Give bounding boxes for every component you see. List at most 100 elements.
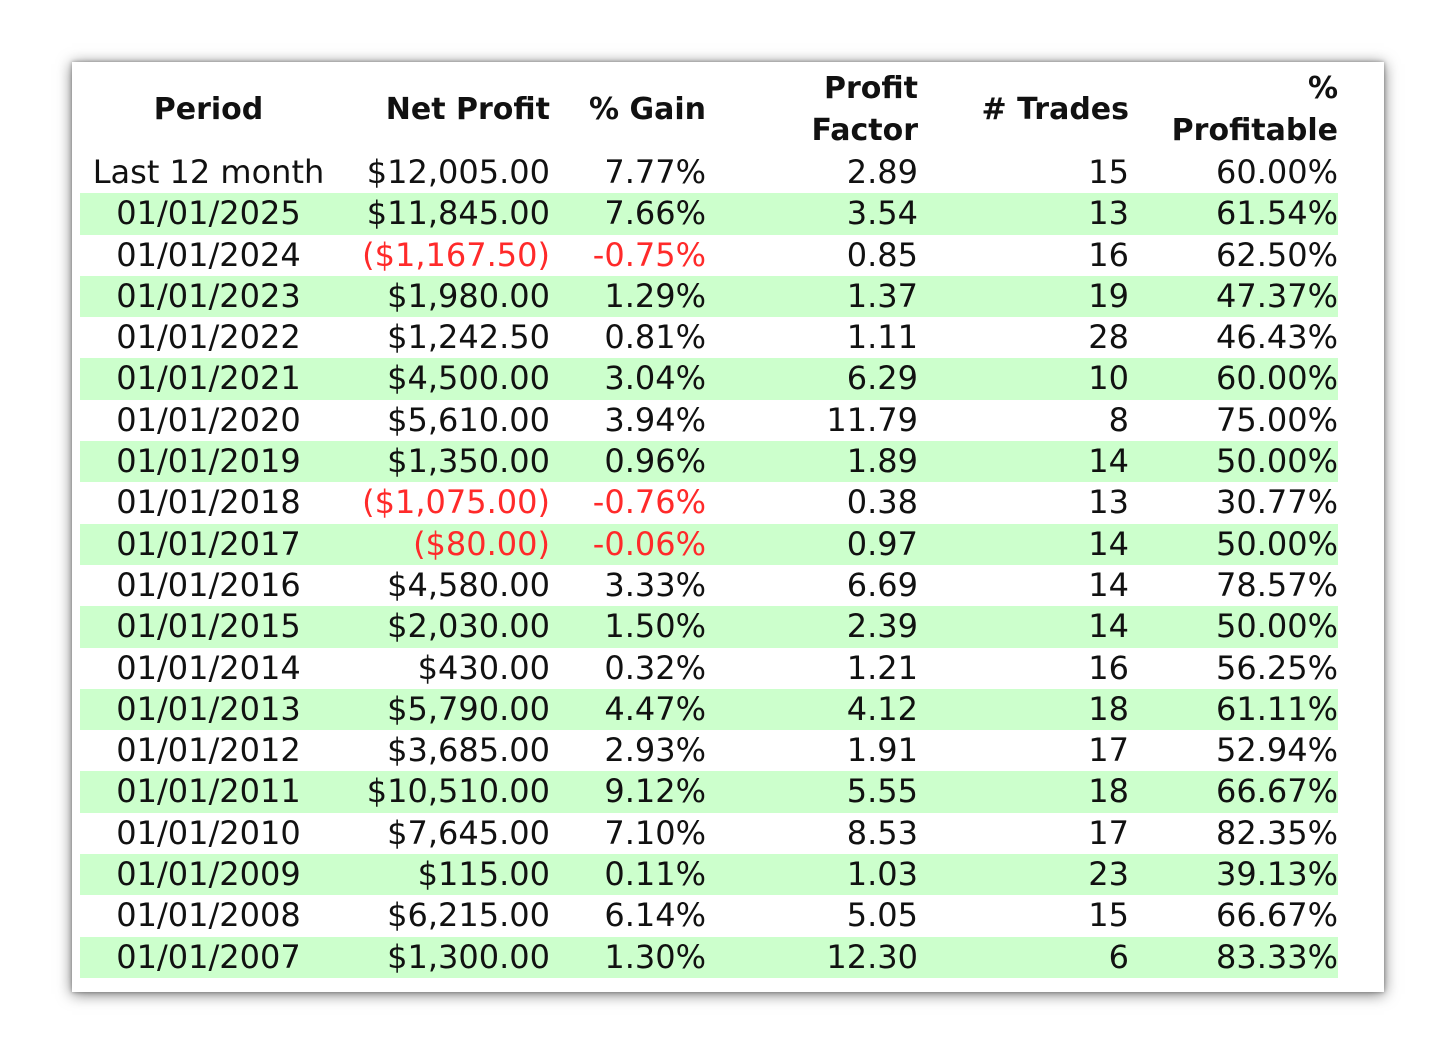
cell-gain: 6.14% xyxy=(604,896,706,935)
cell-profit-factor: 5.55 xyxy=(706,771,918,813)
cell-period: 01/01/2014 xyxy=(116,648,301,687)
cell-profit-factor: 4.12 xyxy=(706,688,918,731)
cell-net-profit: $2,030.00 xyxy=(337,606,550,648)
cell-profitable: 82.35% xyxy=(1215,813,1338,852)
cell-gain: -0.75% xyxy=(592,235,706,274)
cell-trades: 14 xyxy=(918,606,1129,648)
cell-net-profit: $3,685.00 xyxy=(387,731,550,770)
cell-profit-factor: 5.05 xyxy=(846,896,918,935)
header-gain: % Gain xyxy=(550,68,706,152)
cell-net-profit: $12,005.00 xyxy=(366,153,550,191)
cell-gain: 7.77% xyxy=(604,153,706,191)
cell-net-profit: $7,645.00 xyxy=(387,813,550,852)
cell-gain: -0.76% xyxy=(592,483,706,522)
cell-trades: 18 xyxy=(918,771,1129,813)
cell-profit-factor: 8.53 xyxy=(846,813,918,852)
table-row: Last 12 month $12,005.00 7.77% 2.89 15 60.00% xyxy=(80,152,1338,193)
cell-net-profit: $1,980.00 xyxy=(337,275,550,318)
cell-net-profit: ($80.00) xyxy=(337,523,550,565)
header-period: Period xyxy=(80,68,337,152)
cell-profit-factor: 0.85 xyxy=(846,235,918,274)
cell-profitable: 47.37% xyxy=(1129,275,1338,318)
cell-period: 01/01/2021 xyxy=(80,358,337,400)
header-period-line-1: Period xyxy=(153,92,264,127)
cell-period: 01/01/2017 xyxy=(80,523,337,565)
cell-net-profit: $4,500.00 xyxy=(337,358,550,400)
cell-trades: 13 xyxy=(1088,483,1129,522)
cell-profit-factor: 1.11 xyxy=(846,318,918,357)
header-profitable-line-2: Profitable xyxy=(1171,113,1338,148)
cell-gain: 7.10% xyxy=(604,813,706,852)
table-row: 01/01/2017 ($80.00) -0.06% 0.97 14 50.00% xyxy=(80,523,1338,565)
header-profit-factor-line-2: Factor xyxy=(811,113,918,148)
cell-period: 01/01/2008 xyxy=(116,896,301,935)
cell-gain: 4.47% xyxy=(550,688,706,731)
cell-profitable: 62.50% xyxy=(1215,235,1338,274)
table-body: Last 12 month $12,005.00 7.77% 2.89 15 60.00%… xyxy=(80,152,1338,978)
cell-profitable: 66.67% xyxy=(1215,896,1338,935)
cell-period: Last 12 month xyxy=(92,153,325,191)
cell-net-profit: $6,215.00 xyxy=(387,896,550,935)
performance-table: Period Net Profit % Gain Profit Factor # … xyxy=(80,68,1338,978)
cell-profitable: 52.94% xyxy=(1215,731,1338,770)
cell-period: 01/01/2011 xyxy=(80,771,337,813)
header-profitable-line-1: % xyxy=(1307,71,1338,106)
cell-trades: 16 xyxy=(1088,648,1129,687)
cell-trades: 18 xyxy=(918,688,1129,731)
table-row: 01/01/2024 ($1,167.50) -0.75% 0.85 16 62.50% xyxy=(80,235,1338,276)
cell-profit-factor: 11.79 xyxy=(826,400,918,439)
cell-profitable: 46.43% xyxy=(1215,318,1338,357)
table-row: 01/01/2014 $430.00 0.32% 1.21 16 56.25% xyxy=(80,648,1338,689)
cell-profitable: 50.00% xyxy=(1129,606,1338,648)
cell-trades: 6 xyxy=(918,936,1129,978)
cell-profitable: 83.33% xyxy=(1129,936,1338,978)
cell-gain: -0.06% xyxy=(550,523,706,565)
cell-profitable: 61.11% xyxy=(1129,688,1338,731)
table-row: 01/01/2015 $2,030.00 1.50% 2.39 14 50.00% xyxy=(80,606,1338,648)
cell-trades: 19 xyxy=(918,275,1129,318)
cell-period: 01/01/2013 xyxy=(80,688,337,731)
cell-profitable: 56.25% xyxy=(1215,648,1338,687)
table-row: 01/01/2008 $6,215.00 6.14% 5.05 15 66.67% xyxy=(80,895,1338,936)
cell-trades: 13 xyxy=(918,193,1129,235)
cell-profitable: 60.00% xyxy=(1129,358,1338,400)
cell-profitable: 50.00% xyxy=(1129,523,1338,565)
cell-period: 01/01/2019 xyxy=(80,441,337,483)
performance-table-card: Period Net Profit % Gain Profit Factor # … xyxy=(72,62,1384,992)
cell-trades: 10 xyxy=(918,358,1129,400)
cell-gain: 3.94% xyxy=(604,400,706,439)
cell-net-profit: $5,610.00 xyxy=(387,400,550,439)
cell-profitable: 50.00% xyxy=(1129,441,1338,483)
cell-gain: 3.33% xyxy=(604,565,706,604)
header-net-profit-line-1: Net Profit xyxy=(385,92,550,127)
cell-trades: 17 xyxy=(1088,731,1129,770)
cell-profitable: 66.67% xyxy=(1129,771,1338,813)
cell-net-profit: ($1,167.50) xyxy=(362,235,550,274)
cell-gain: 7.66% xyxy=(550,193,706,235)
cell-trades: 14 xyxy=(1088,565,1129,604)
cell-trades: 16 xyxy=(1088,235,1129,274)
table-row: 01/01/2013 $5,790.00 4.47% 4.12 18 61.11% xyxy=(80,688,1338,731)
header-gain-line-1: % Gain xyxy=(588,92,706,127)
cell-profit-factor: 2.39 xyxy=(706,606,918,648)
cell-profit-factor: 3.54 xyxy=(706,193,918,235)
cell-net-profit: $430.00 xyxy=(417,648,550,687)
cell-profit-factor: 1.91 xyxy=(846,731,918,770)
cell-profit-factor: 0.97 xyxy=(706,523,918,565)
table-row: 01/01/2011 $10,510.00 9.12% 5.55 18 66.67% xyxy=(80,771,1338,813)
cell-period: 01/01/2018 xyxy=(116,483,301,522)
cell-trades: 15 xyxy=(1088,153,1129,191)
cell-gain: 0.11% xyxy=(550,854,706,896)
cell-gain: 9.12% xyxy=(550,771,706,813)
table-row: 01/01/2007 $1,300.00 1.30% 12.30 6 83.33% xyxy=(80,936,1338,978)
cell-period: 01/01/2020 xyxy=(116,400,301,439)
cell-period: 01/01/2016 xyxy=(116,565,301,604)
cell-profitable: 30.77% xyxy=(1215,483,1338,522)
cell-profit-factor: 0.38 xyxy=(846,483,918,522)
cell-profit-factor: 2.89 xyxy=(846,153,918,191)
cell-net-profit: $5,790.00 xyxy=(337,688,550,731)
cell-gain: 1.29% xyxy=(550,275,706,318)
cell-profit-factor: 1.37 xyxy=(706,275,918,318)
cell-period: 01/01/2023 xyxy=(80,275,337,318)
cell-trades: 8 xyxy=(1108,400,1129,439)
